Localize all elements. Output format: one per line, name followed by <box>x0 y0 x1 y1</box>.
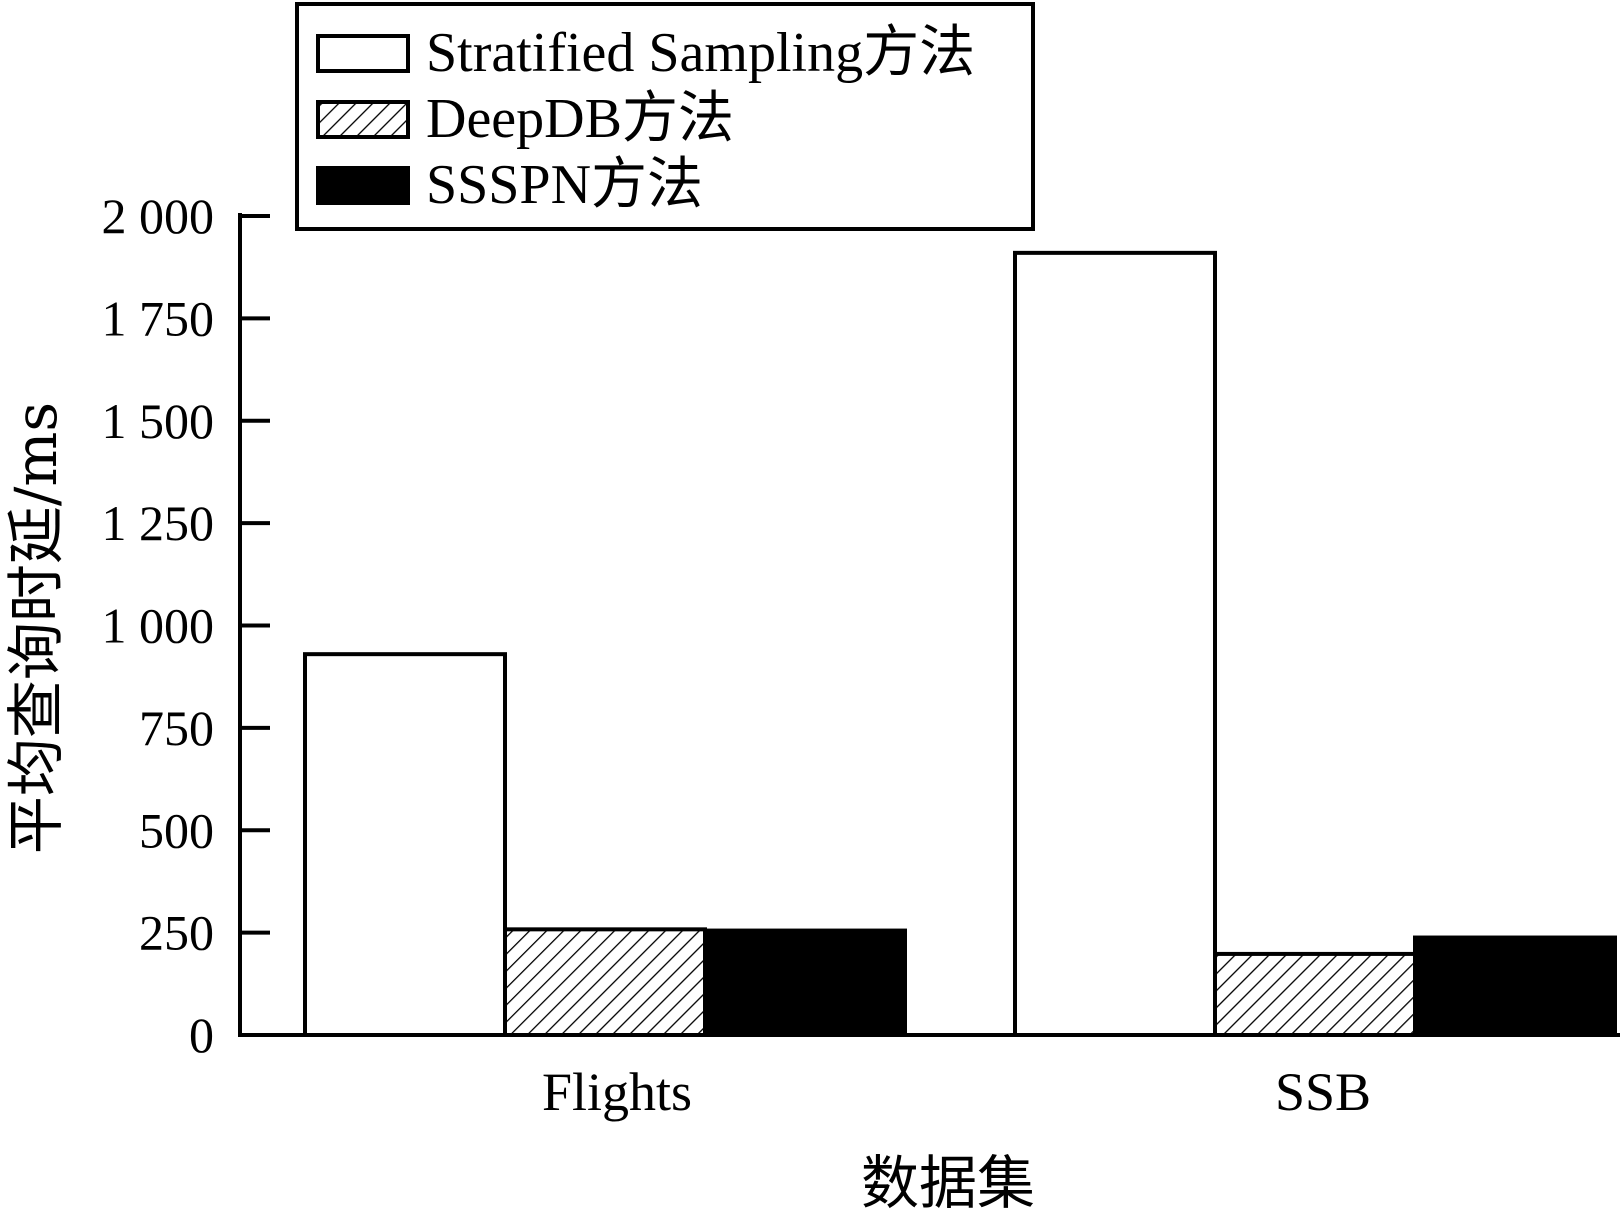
bar-ssb-series-0 <box>1013 250 1217 1038</box>
y-tick-label: 0 <box>189 1007 214 1063</box>
legend-swatch-deepdb <box>316 100 410 139</box>
legend-label-stratified: Stratified Sampling方法 <box>426 22 975 84</box>
bar-flights-series-1 <box>503 927 707 1037</box>
y-ticks-group: 0 250 500 750 1 000 1 250 1 500 1 750 2 000 <box>102 188 270 1063</box>
legend-swatch-stratified <box>316 34 410 73</box>
y-tick-label: 250 <box>139 905 214 961</box>
y-tick-label: 1 000 <box>102 598 215 654</box>
y-axis-title: 平均查询时延/ms <box>2 402 70 854</box>
bar-flights-series-0 <box>303 652 507 1037</box>
bars-group <box>303 250 1617 1038</box>
legend: Stratified Sampling方法 DeepDB方法 SSSPN方法 <box>295 2 1035 231</box>
x-tick-label-ssb: SSB <box>1275 1062 1371 1122</box>
legend-label-ssspn: SSSPN方法 <box>426 154 703 216</box>
y-tick-label: 1 500 <box>102 393 215 449</box>
x-tick-label-flights: Flights <box>542 1062 692 1122</box>
legend-label-deepdb: DeepDB方法 <box>426 88 734 150</box>
x-axis-title: 数据集 <box>861 1149 1035 1217</box>
y-tick-label: 750 <box>139 700 214 756</box>
y-tick-label: 1 750 <box>102 290 215 346</box>
legend-swatch-ssspn <box>316 166 410 205</box>
y-tick-label: 1 250 <box>102 495 215 551</box>
legend-box <box>295 2 1035 231</box>
bar-flights-series-2 <box>703 928 907 1038</box>
y-tick-label: 500 <box>139 802 214 858</box>
bar-ssb-series-2 <box>1413 935 1617 1037</box>
bar-ssb-series-1 <box>1213 951 1417 1038</box>
y-tick-label: 2 000 <box>102 188 215 244</box>
